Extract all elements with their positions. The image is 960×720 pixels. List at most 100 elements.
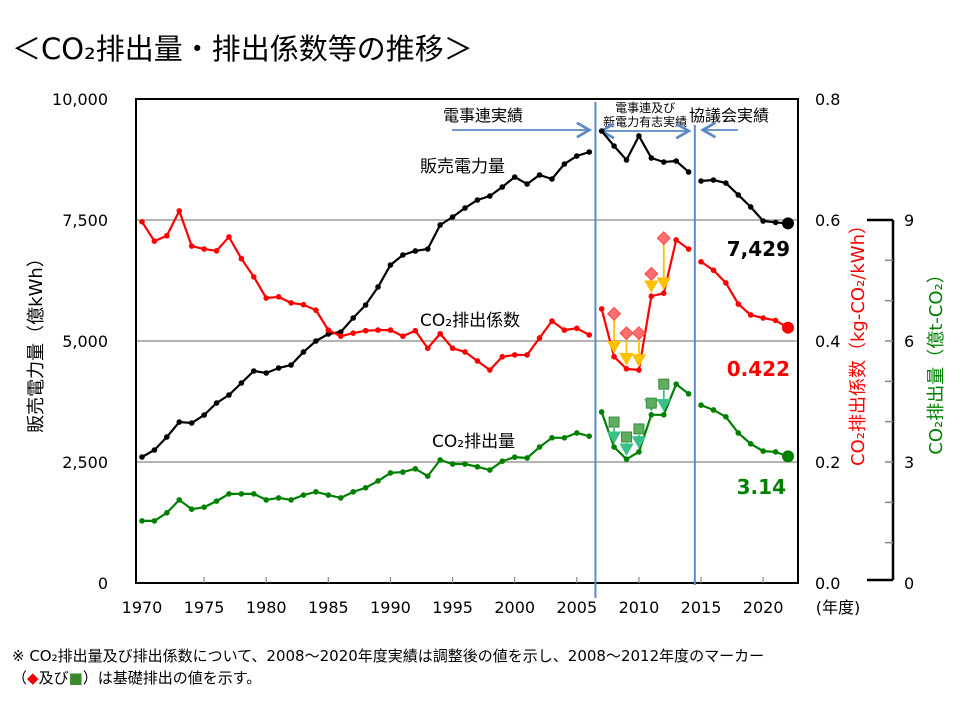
emission-point — [313, 489, 319, 495]
x-axis-tick-label: 2000 — [494, 598, 535, 617]
factor-point — [735, 301, 742, 307]
emission-axis-tick-label: 0 — [904, 574, 914, 593]
emission-point — [524, 455, 530, 461]
emission-point — [325, 492, 332, 498]
sales-point — [387, 262, 394, 268]
sales-point — [782, 217, 794, 230]
right-axis-tick-label: 0.8 — [815, 90, 840, 109]
square-marker-icon: ■ — [68, 669, 83, 687]
factor-point — [660, 290, 667, 297]
factor-point — [648, 293, 655, 300]
x-axis-title: (年度) — [816, 598, 861, 617]
emission-point — [238, 491, 245, 497]
sales-point — [449, 214, 456, 220]
emission-point — [300, 492, 307, 498]
factor-point — [462, 349, 468, 355]
emission-point — [424, 473, 431, 479]
sales-point — [499, 184, 506, 190]
sales-point — [188, 420, 195, 426]
base-factor-diamond-marker — [631, 326, 646, 341]
emission-end-value: 3.14 — [737, 475, 786, 499]
factor-point — [747, 312, 754, 318]
factor-point — [449, 345, 456, 352]
emission-point — [412, 466, 419, 472]
base-factor-diamond-marker — [619, 326, 634, 341]
x-axis-tick-label: 1995 — [432, 598, 473, 617]
emission-axis-title: CO₂排出量（億t-CO₂） — [926, 265, 947, 454]
period-label-fepc: 電事連実績 — [443, 106, 523, 125]
sales-point — [325, 331, 332, 337]
factor-point — [337, 333, 344, 339]
factor-point — [251, 274, 257, 280]
emission-factor-axis-title: CO₂排出係数（kg-CO₂/kWh） — [848, 216, 869, 466]
factor-point — [213, 248, 220, 254]
left-axis-title: 販売電力量（億kWh） — [26, 249, 47, 433]
emission-point — [176, 497, 183, 503]
sales-point — [400, 252, 406, 258]
x-axis-tick-label: 1990 — [370, 598, 411, 617]
left-axis-tick-label: 10,000 — [52, 90, 108, 109]
emission-point — [387, 470, 394, 476]
emission-point — [362, 485, 369, 491]
left-axis-tick-label: 5,000 — [62, 332, 108, 351]
base-factor-diamond-marker — [607, 306, 622, 321]
emission-axis-tick-label: 9 — [904, 211, 914, 230]
factor-point — [698, 258, 704, 265]
emission-point — [536, 444, 543, 450]
factor-point — [201, 246, 207, 252]
sales-point — [511, 174, 518, 180]
sales-point — [462, 205, 468, 211]
sales-end-value: 7,429 — [727, 237, 790, 261]
emission-point — [511, 454, 518, 460]
emission-point — [772, 449, 779, 455]
emission-point — [437, 457, 443, 463]
sales-point — [263, 370, 270, 376]
emission-point — [685, 391, 692, 397]
sales-point — [536, 172, 543, 178]
diamond-marker-icon: ◆ — [27, 669, 39, 687]
sales-point — [375, 284, 381, 290]
footnote-line-2: （◆及び■）は基礎排出の値を示す。 — [12, 667, 261, 688]
sales-point — [139, 454, 145, 460]
left-axis-tick-label: 7,500 — [62, 211, 108, 230]
emission-point — [782, 450, 794, 463]
sales-point — [549, 176, 555, 182]
sales-point — [226, 392, 232, 398]
sales-point — [151, 447, 158, 453]
base-emission-square-marker — [621, 431, 632, 443]
plot-frame — [135, 98, 799, 584]
emission-point — [474, 464, 481, 470]
emission-point — [251, 491, 257, 497]
footnote-paren-open: （ — [12, 669, 28, 687]
sales-point — [747, 204, 754, 210]
factor-point — [549, 318, 555, 324]
factor-point — [623, 366, 630, 372]
factor-point — [325, 327, 332, 333]
factor-point — [487, 367, 493, 373]
factor-point — [673, 237, 679, 243]
factor-point — [263, 295, 270, 301]
sales-point — [710, 177, 717, 183]
factor-point — [611, 353, 617, 360]
sales-point — [362, 302, 369, 308]
base-emission-square-marker — [658, 378, 670, 390]
emission-point — [462, 461, 468, 467]
factor-point — [226, 234, 232, 240]
emission-line — [700, 404, 789, 458]
factor-point — [387, 327, 394, 333]
emission-line — [600, 382, 690, 461]
emission-point — [710, 407, 717, 413]
base-emission-square-marker — [633, 423, 645, 435]
emission-point — [449, 461, 456, 467]
sales-point — [288, 362, 294, 368]
sales-point — [611, 143, 617, 149]
sales-point — [412, 248, 419, 254]
sales-point — [524, 181, 530, 187]
sales-point — [623, 157, 630, 163]
period-label-fepc-new-2: 新電力有志実績 — [603, 114, 687, 129]
emission-point — [487, 467, 493, 473]
sales-point — [636, 133, 642, 139]
sales-point — [238, 380, 245, 386]
emission-point — [151, 518, 158, 524]
